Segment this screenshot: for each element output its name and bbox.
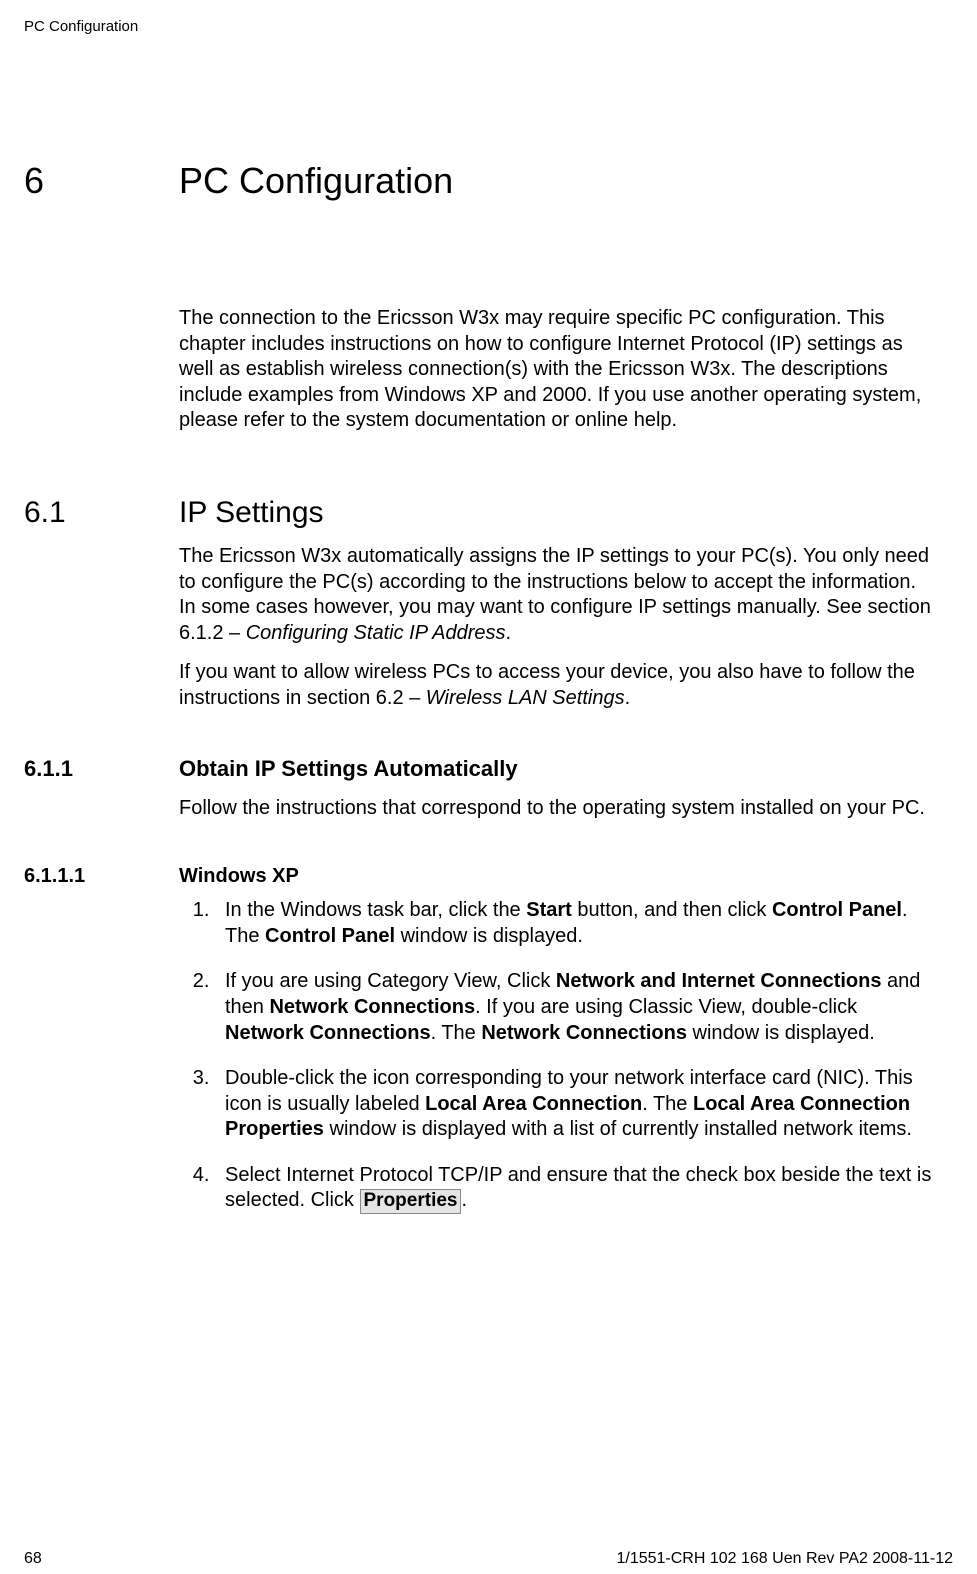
section-title: IP Settings <box>179 496 935 530</box>
section-title: Obtain IP Settings Automatically <box>179 756 935 782</box>
text-italic: Wireless LAN Settings <box>426 687 625 709</box>
page: PC Configuration 6 PC Configuration The … <box>0 0 977 1574</box>
text-run: . If you are using Classic View, double-… <box>475 996 857 1018</box>
text-bold: Control Panel <box>772 899 902 921</box>
step-1: In the Windows task bar, click the Start… <box>215 898 935 949</box>
content-area: 6 PC Configuration The connection to the… <box>0 160 935 1234</box>
section-6-1-1-para: Follow the instructions that correspond … <box>179 796 935 822</box>
text-bold: Network Connections <box>225 1022 431 1044</box>
step-4: Select Internet Protocol TCP/IP and ensu… <box>215 1163 935 1214</box>
text-run: . The <box>431 1022 482 1044</box>
text-run: Select Internet Protocol TCP/IP and ensu… <box>225 1164 931 1212</box>
properties-button-label: Properties <box>360 1189 462 1214</box>
chapter-number: 6 <box>24 160 179 202</box>
text-bold: Network and Internet Connections <box>556 970 882 992</box>
chapter-heading: 6 PC Configuration <box>24 160 935 202</box>
section-number: 6.1.1.1 <box>24 865 179 888</box>
steps-list: In the Windows task bar, click the Start… <box>179 898 935 1214</box>
section-title: Windows XP <box>179 865 935 888</box>
text-italic: Configuring Static IP Address <box>246 622 506 644</box>
step-3: Double-click the icon corresponding to y… <box>215 1066 935 1143</box>
section-number: 6.1 <box>24 496 179 530</box>
doc-id: 1/1551-CRH 102 168 Uen Rev PA2 2008-11-1… <box>616 1550 953 1568</box>
text-bold: Control Panel <box>265 925 395 947</box>
text-bold: Local Area Connection <box>425 1093 642 1115</box>
section-6-1-1-1-heading: 6.1.1.1 Windows XP <box>24 865 935 888</box>
text-run: button, and then click <box>572 899 772 921</box>
text-run: In the Windows task bar, click the <box>225 899 526 921</box>
text-run: window is displayed. <box>395 925 583 947</box>
section-6-1-heading: 6.1 IP Settings <box>24 496 935 530</box>
running-header: PC Configuration <box>24 18 953 35</box>
step-2: If you are using Category View, Click Ne… <box>215 969 935 1046</box>
section-number: 6.1.1 <box>24 756 179 782</box>
section-6-1-para-2: If you want to allow wireless PCs to acc… <box>179 660 935 711</box>
text-bold: Network Connections <box>481 1022 687 1044</box>
section-6-1-para-1: The Ericsson W3x automatically assigns t… <box>179 544 935 646</box>
text-run: . <box>505 622 511 644</box>
text-run: window is displayed with a list of curre… <box>324 1118 912 1140</box>
text-run: . <box>461 1189 467 1211</box>
text-bold: Network Connections <box>269 996 475 1018</box>
chapter-title: PC Configuration <box>179 160 935 202</box>
chapter-intro: The connection to the Ericsson W3x may r… <box>179 306 935 434</box>
page-footer: 68 1/1551-CRH 102 168 Uen Rev PA2 2008-1… <box>24 1550 953 1568</box>
text-run: If you are using Category View, Click <box>225 970 556 992</box>
page-number: 68 <box>24 1550 42 1568</box>
text-run: window is displayed. <box>687 1022 875 1044</box>
text-run: . <box>625 687 631 709</box>
text-run: . The <box>642 1093 693 1115</box>
text-bold: Start <box>526 899 572 921</box>
section-6-1-1-heading: 6.1.1 Obtain IP Settings Automatically <box>24 756 935 782</box>
